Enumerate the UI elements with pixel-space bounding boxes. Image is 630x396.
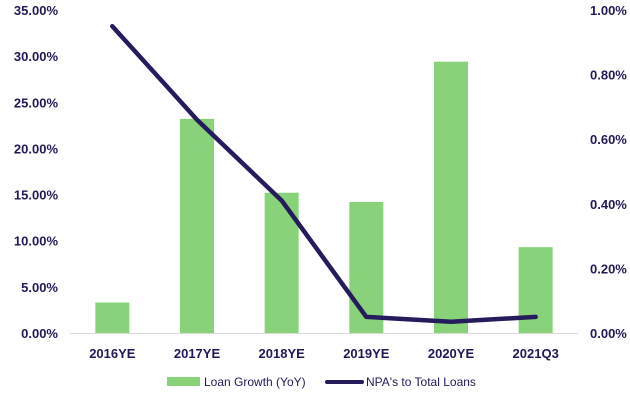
x-axis-tick-label: 2021Q3 [513,346,559,361]
x-axis: 2016YE 2017YE 2018YE 2019YE 2020YE 2021Q3 [70,333,578,361]
right-axis-tick-label: 0.00% [590,326,627,341]
left-axis: 0.00% 5.00% 10.00% 15.00% 20.00% 25.00% 30.00%… [14,3,59,341]
right-axis-tick-label: 0.80% [590,68,627,83]
bar [518,247,553,333]
bar [434,61,468,334]
bar-series [95,61,553,334]
right-axis-tick-label: 0.20% [590,261,627,276]
left-axis-tick-label: 15.00% [14,188,59,203]
series-line [110,23,538,324]
left-axis-tick-label: 0.00% [21,326,58,341]
left-axis-tick-label: 20.00% [14,141,59,156]
right-axis-tick-label: 0.60% [590,132,627,147]
line-series [110,23,538,324]
x-axis-tick-label: 2018YE [259,346,306,361]
legend-swatch-loan-growth [167,377,200,386]
right-axis: 0.00% 0.20% 0.40% 0.60% 0.80% 1.00% [590,3,627,341]
left-axis-tick-label: 25.00% [14,95,59,110]
x-axis-tick-label: 2017YE [174,346,221,361]
x-axis-tick-label: 2016YE [89,346,136,361]
left-axis-tick-label: 10.00% [14,234,59,249]
x-axis-tick-label: 2020YE [428,346,475,361]
right-axis-tick-label: 1.00% [590,3,627,18]
left-axis-tick-label: 5.00% [21,280,58,295]
left-axis-tick-label: 30.00% [14,49,59,64]
legend-label-loan-growth: Loan Growth (YoY) [204,375,306,389]
bar [180,118,214,333]
right-axis-tick-label: 0.40% [590,197,627,212]
legend: Loan Growth (YoY) NPA's to Total Loans [167,375,476,389]
left-axis-tick-label: 35.00% [14,3,59,18]
legend-label-npa: NPA's to Total Loans [366,375,476,389]
x-axis-tick-label: 2019YE [343,346,390,361]
bar [349,201,384,333]
bar [95,302,130,333]
